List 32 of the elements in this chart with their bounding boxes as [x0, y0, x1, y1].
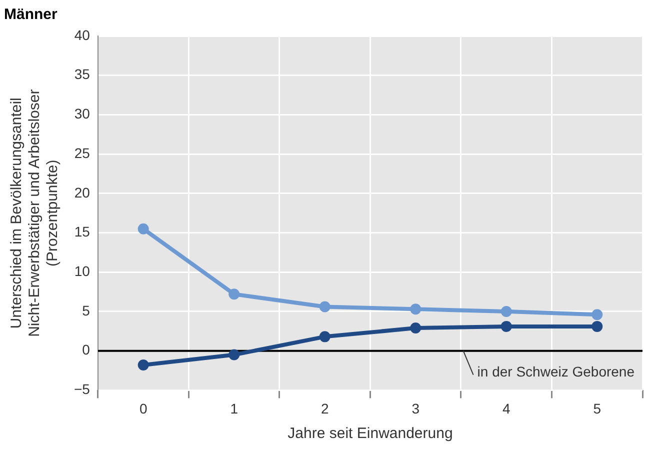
point — [319, 301, 330, 312]
y-tick-label: 0 — [82, 342, 90, 358]
y-tick-label: 35 — [74, 66, 90, 82]
point — [592, 320, 603, 332]
point — [138, 223, 149, 234]
y-axis-title: Unterschied im Bevölkerungsanteil Nicht-Erwerbstätiger und Arbeitsloser (Prozentpunkte) — [8, 89, 62, 337]
y-tick-label: 20 — [74, 184, 90, 200]
x-tick-label: 3 — [412, 400, 420, 416]
ref-line-label: in der Schweiz Geborene — [477, 364, 635, 380]
y-tick-label: 10 — [74, 262, 90, 279]
x-tick-label: 0 — [139, 400, 148, 416]
point — [410, 322, 422, 334]
y-tick-label: 40 — [74, 26, 90, 43]
x-tick-label: 2 — [320, 400, 329, 416]
y-tick-label: 15 — [74, 224, 90, 240]
x-tick-label: 1 — [230, 400, 238, 416]
x-axis-title: Jahre seit Einwanderung — [288, 425, 453, 442]
y-tick-label: 30 — [74, 106, 90, 122]
point — [500, 320, 512, 332]
point — [410, 304, 422, 315]
point — [319, 331, 330, 342]
y-tick-label: −5 — [74, 381, 90, 398]
y-tick-label: 25 — [74, 144, 90, 161]
point — [228, 288, 240, 300]
chart-title: Männer — [4, 6, 58, 24]
point — [228, 349, 240, 360]
x-tick-label: 4 — [502, 400, 510, 416]
point — [138, 360, 149, 371]
y-tick-label: 5 — [82, 302, 90, 318]
point — [500, 306, 512, 317]
x-tick-label: 5 — [593, 400, 602, 416]
point — [592, 309, 603, 320]
